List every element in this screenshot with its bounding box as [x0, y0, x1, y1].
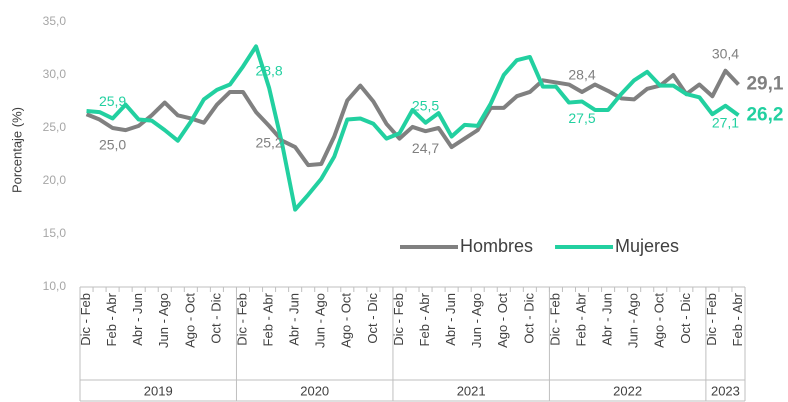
y-axis-title: Porcentaje (%) [9, 107, 24, 193]
value-label: 25,2 [255, 135, 282, 151]
legend-label: Mujeres [615, 236, 679, 256]
x-tick-label: Abr - Jun [600, 293, 615, 346]
x-tick-label: Feb - Abr [104, 292, 119, 346]
y-tick-label: 25,0 [43, 120, 67, 134]
x-tick-label: Feb - Abr [730, 292, 745, 346]
x-tick-label: Abr - Jun [443, 293, 458, 346]
x-tick-label: Jun - Ago [469, 293, 484, 348]
x-tick-label: Dic - Feb [78, 293, 93, 346]
x-tick-label: Feb - Abr [261, 292, 276, 346]
x-tick-label: Oct - Dic [521, 293, 536, 344]
group-label: 2020 [300, 383, 329, 398]
x-tick-label: Ago - Oct [495, 293, 510, 348]
value-label: 27,5 [568, 110, 595, 126]
y-tick-label: 15,0 [43, 226, 67, 240]
value-label: 24,7 [412, 140, 439, 156]
x-tick-label: Ago - Oct [339, 293, 354, 348]
value-label: 25,9 [99, 93, 126, 109]
x-tick-label: Dic - Feb [704, 293, 719, 346]
x-tick-label: Feb - Abr [417, 292, 432, 346]
x-tick-label: Jun - Ago [626, 293, 641, 348]
y-tick-label: 35,0 [43, 14, 67, 28]
group-label: 2021 [457, 383, 486, 398]
x-tick-label: Ago - Oct [182, 293, 197, 348]
x-tick-label: Jun - Ago [156, 293, 171, 348]
x-tick-label: Oct - Dic [365, 293, 380, 344]
x-tick-label: Abr - Jun [130, 293, 145, 346]
x-tick-label: Dic - Feb [234, 293, 249, 346]
x-tick-label: Feb - Abr [573, 292, 588, 346]
legend-label: Hombres [460, 236, 533, 256]
value-label: 28,8 [255, 62, 282, 78]
value-label: 27,1 [712, 114, 739, 130]
value-label: 26,2 [746, 104, 783, 125]
y-tick-label: 30,0 [43, 67, 67, 81]
x-tick-label: Jun - Ago [313, 293, 328, 348]
series-line [86, 44, 740, 212]
y-tick-label: 20,0 [43, 173, 67, 187]
x-tick-label: Abr - Jun [287, 293, 302, 346]
group-label: 2022 [613, 383, 642, 398]
x-tick-label: Dic - Feb [391, 293, 406, 346]
x-tick-label: Ago - Oct [652, 293, 667, 348]
group-label: 2019 [144, 383, 173, 398]
series-line [85, 68, 740, 168]
value-label: 25,5 [412, 97, 439, 113]
x-tick-label: Oct - Dic [678, 293, 693, 344]
y-tick-label: 10,0 [43, 279, 67, 293]
value-label: 25,0 [99, 137, 126, 153]
x-tick-label: Dic - Feb [547, 293, 562, 346]
group-label: 2023 [711, 383, 740, 398]
value-label: 30,4 [712, 45, 739, 61]
x-tick-label: Oct - Dic [208, 293, 223, 344]
value-label: 28,4 [568, 67, 595, 83]
value-label: 29,1 [746, 74, 783, 95]
